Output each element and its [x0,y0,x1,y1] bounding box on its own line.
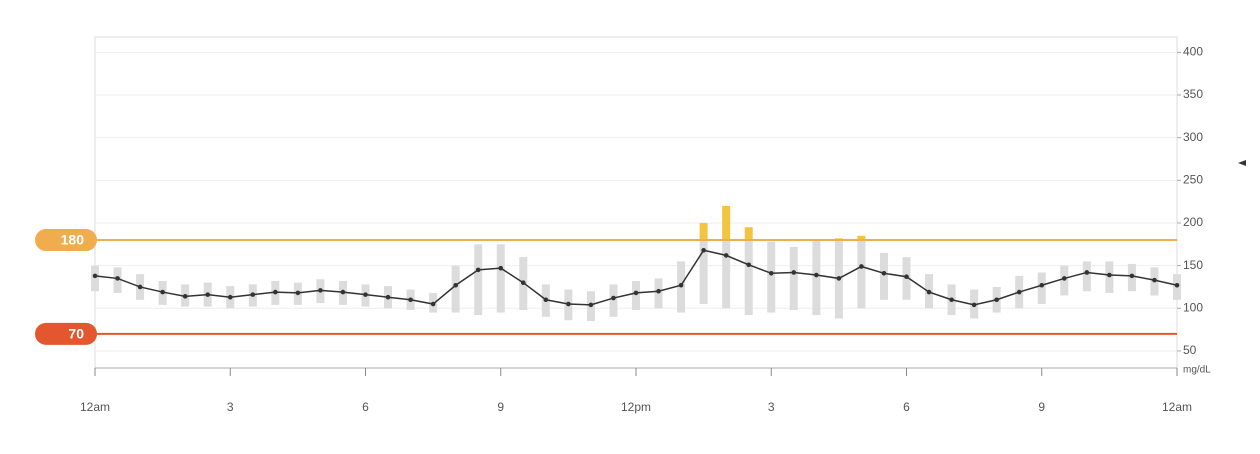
y-tick-label: 250 [1183,172,1203,186]
range-bar-high [722,205,731,241]
median-point [859,264,864,269]
median-point [318,288,323,293]
range-bar [699,240,708,305]
y-tick-label: 200 [1183,215,1203,229]
range-bar [879,252,888,300]
median-point [701,247,706,253]
range-bar [722,240,731,309]
y-tick-label: 50 [1183,343,1197,357]
range-bar [91,265,99,292]
median-point [678,282,684,288]
median-point [768,271,774,276]
threshold-pill [35,229,97,252]
median-point [723,253,729,258]
y-unit: mg/dL [1183,365,1211,376]
y-tick-label: 350 [1183,87,1203,101]
median-point [566,301,571,307]
x-tick-label: 12pm [621,400,651,414]
median-point [1084,270,1090,275]
median-point [904,274,909,280]
range-bar [632,280,640,310]
median-point [498,265,504,271]
range-bar [789,246,798,310]
median-point [1152,277,1157,283]
median-point [250,292,256,297]
median-point [994,297,999,303]
range-bar [1037,272,1046,305]
threshold-label: 70 [68,326,84,342]
x-tick-label: 3 [227,400,234,414]
median-point [430,301,436,307]
range-bar-high [857,235,866,241]
median-point [656,288,661,294]
median-point [295,290,301,296]
y-tick-label: 400 [1183,45,1203,59]
median-point [408,297,413,303]
median-point [926,289,932,295]
median-point [520,280,526,285]
plot-frame [94,36,1178,369]
median-point [746,262,752,268]
median-point [385,294,391,300]
x-tick-label: 12am [80,400,110,414]
median-point [227,294,233,300]
median-point [1107,272,1112,278]
range-bar [1082,261,1091,292]
median-point [160,289,165,295]
median-point [92,273,98,279]
threshold-label: 180 [61,232,85,248]
median-point [1016,289,1022,295]
y-tick-label: 300 [1183,130,1203,144]
median-point [1061,276,1067,281]
y-tick-label: 150 [1183,258,1203,272]
range-bar [857,240,866,309]
range-bar-high [744,227,753,241]
median-point [633,290,639,296]
median-point [791,270,797,275]
median-point [182,294,188,299]
median-point [115,276,120,281]
median-point [1129,273,1135,279]
median-point [971,302,977,308]
median-point [340,289,346,295]
range-bar [609,284,618,317]
median-point [273,289,278,295]
median-point [363,292,368,297]
x-tick-label: 9 [497,400,504,414]
arrow [1238,160,1246,166]
median-point [611,295,616,301]
range-bar [451,265,460,313]
range-bar [496,244,505,313]
range-bar [767,241,776,313]
threshold-pill [35,322,97,345]
median-point [836,276,842,281]
median-point [949,297,954,303]
median-point [588,302,594,308]
y-tick-label: 100 [1183,300,1203,314]
median-point [814,272,819,278]
x-tick-label: 6 [903,400,910,414]
median-point [881,271,887,276]
range-bar [812,240,821,316]
median-point [543,297,549,303]
x-tick-label: 3 [768,400,775,414]
median-point [1174,282,1180,288]
median-point [137,284,143,290]
x-tick-label: 9 [1038,400,1045,414]
median-point [205,292,211,297]
x-tick-label: 12am [1162,400,1192,414]
median-point [453,282,458,288]
range-bar [474,244,483,316]
median-point [1039,282,1045,288]
range-bar-high [699,222,708,241]
range-bar [744,240,753,316]
median-point [475,267,481,273]
x-tick-label: 6 [362,400,369,414]
